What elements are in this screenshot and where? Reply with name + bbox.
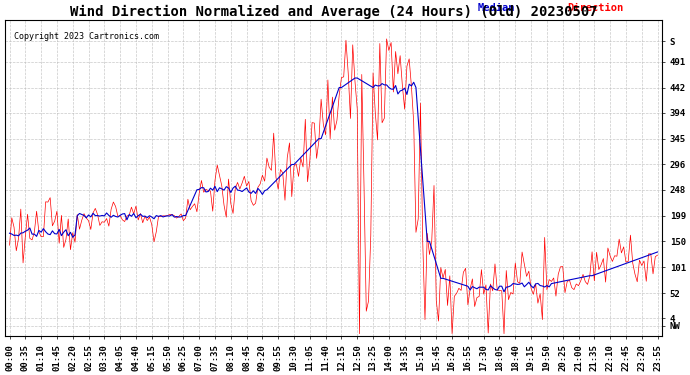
Title: Wind Direction Normalized and Average (24 Hours) (Old) 20230507: Wind Direction Normalized and Average (2…	[70, 5, 598, 19]
Text: Copyright 2023 Cartronics.com: Copyright 2023 Cartronics.com	[14, 32, 159, 41]
Text: Direction: Direction	[566, 3, 623, 13]
Text: Median: Median	[478, 3, 515, 13]
